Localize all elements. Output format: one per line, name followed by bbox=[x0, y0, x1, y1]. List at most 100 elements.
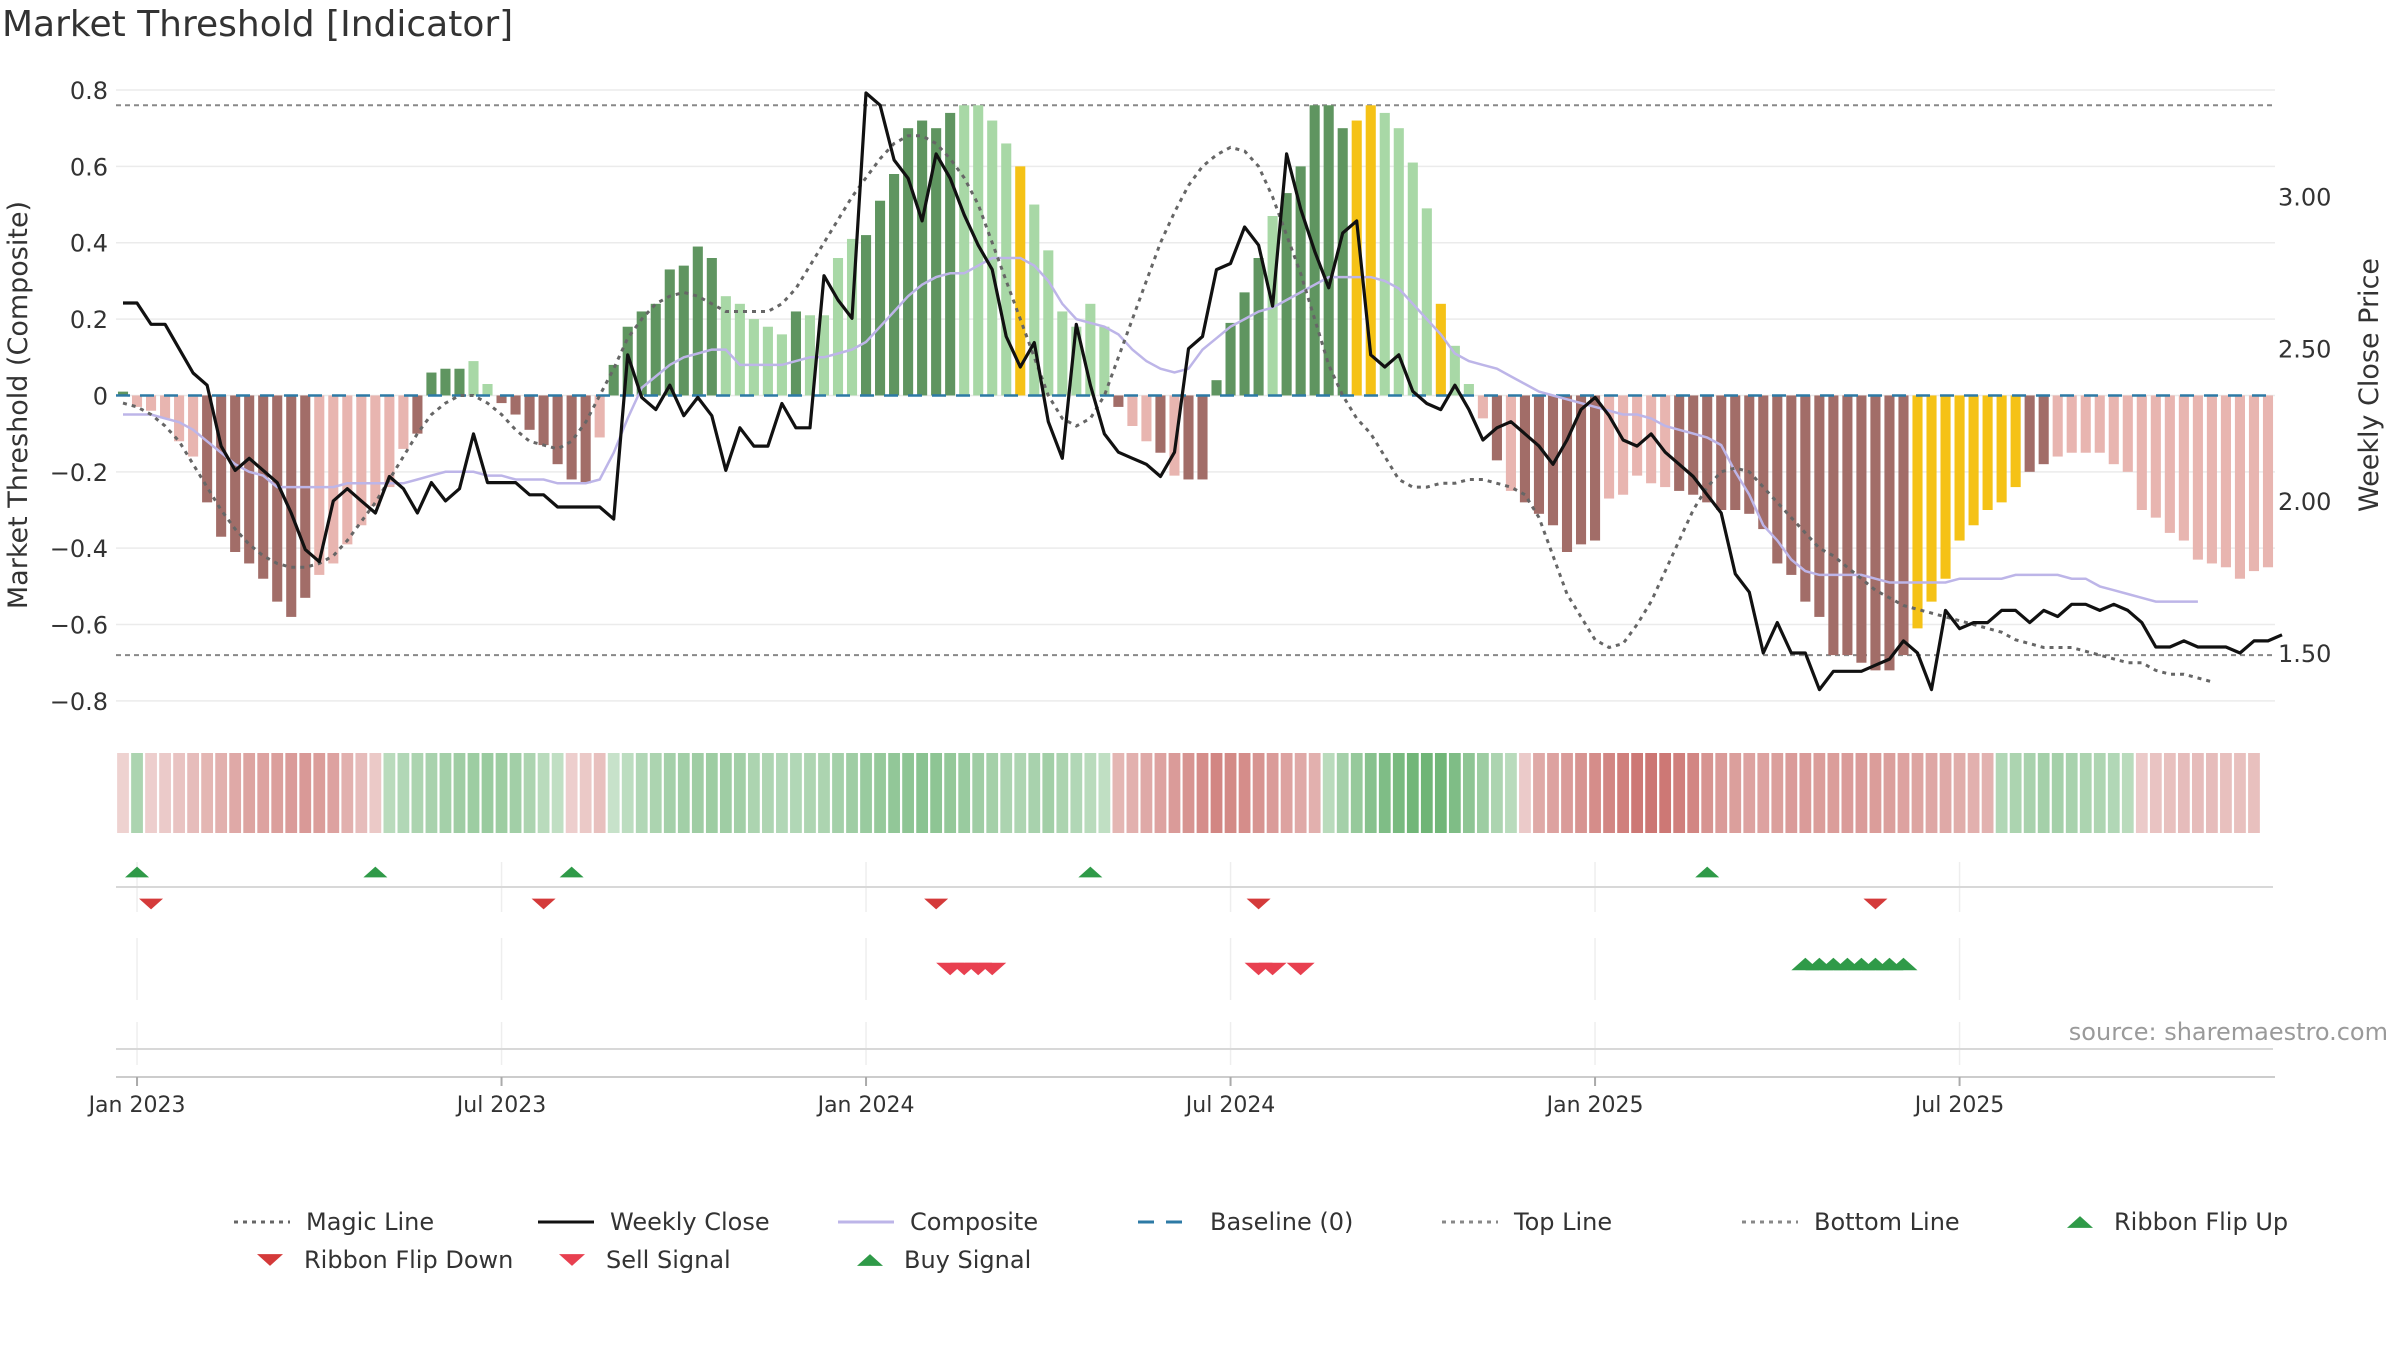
histogram-bar bbox=[1379, 112, 1390, 396]
histogram-bar bbox=[762, 326, 773, 396]
legend-marker-icon bbox=[559, 1254, 585, 1266]
ribbon-cell bbox=[860, 753, 872, 833]
histogram-bar bbox=[1590, 395, 1601, 541]
histogram-bar bbox=[244, 395, 255, 564]
histogram-bar bbox=[706, 258, 717, 396]
ribbon-cell bbox=[369, 753, 382, 833]
histogram-bar bbox=[860, 235, 872, 396]
ribbon-cell bbox=[2248, 753, 2260, 833]
y-tick-label: −0.8 bbox=[50, 688, 108, 716]
ribbon-cell bbox=[1911, 753, 1924, 833]
histogram-bar bbox=[1618, 395, 1629, 495]
histogram-bar bbox=[1253, 258, 1264, 396]
histogram-bar bbox=[2052, 395, 2063, 457]
ribbon-cell bbox=[888, 753, 900, 833]
histogram-bar bbox=[1674, 395, 1685, 491]
histogram-bar bbox=[468, 361, 479, 396]
histogram-bar bbox=[482, 384, 493, 396]
ribbon-cell bbox=[1084, 753, 1097, 833]
histogram-bar bbox=[1646, 395, 1657, 484]
histogram-bar bbox=[2066, 395, 2077, 453]
legend-item: Bottom Line bbox=[1740, 1208, 1960, 1236]
ribbon-cell bbox=[341, 753, 354, 833]
ribbon-cell bbox=[1448, 753, 1461, 833]
ribbon-cell bbox=[1687, 753, 1700, 833]
histogram-bar bbox=[1870, 395, 1881, 671]
ribbon-flip-down-marker bbox=[531, 898, 556, 910]
ribbon-cell bbox=[972, 753, 985, 833]
ribbon-cell bbox=[1995, 753, 2008, 833]
histogram-bar bbox=[1295, 166, 1306, 396]
ribbon-cell bbox=[691, 753, 704, 833]
histogram-bar bbox=[931, 128, 942, 396]
ribbon-cell bbox=[733, 753, 746, 833]
legend-marker-icon bbox=[857, 1254, 883, 1266]
magic-line bbox=[122, 134, 2213, 684]
weekly-close-line bbox=[123, 91, 2283, 692]
ribbon-cell bbox=[1505, 753, 1517, 833]
histogram-bar bbox=[1029, 204, 1040, 396]
histogram-bar bbox=[1393, 128, 1404, 396]
ribbon-cell bbox=[509, 753, 522, 833]
ribbon-cell bbox=[1294, 753, 1307, 833]
ribbon-cell bbox=[2121, 753, 2134, 833]
ribbon-cell bbox=[1434, 753, 1447, 833]
histogram-bar bbox=[131, 395, 143, 407]
histogram-bar bbox=[1057, 311, 1068, 396]
histogram-bar bbox=[370, 395, 381, 507]
histogram-bar bbox=[188, 395, 199, 457]
ribbon-cell bbox=[1154, 753, 1167, 833]
y-tick-label: 0.6 bbox=[70, 153, 108, 181]
chart-canvas: 0.8 0.6 0.4 0.2 0 −0.2 −0.4 −0.6 −0.8 3.00 2.50 2.0… bbox=[3, 77, 2385, 1118]
histogram-bar bbox=[2178, 395, 2189, 541]
ribbon-cell bbox=[930, 753, 943, 833]
legend-label: Weekly Close bbox=[610, 1208, 770, 1236]
histogram-bar bbox=[1113, 395, 1124, 407]
histogram-bar bbox=[734, 303, 745, 396]
ribbon-cell bbox=[1841, 753, 1854, 833]
ribbon-cell bbox=[1392, 753, 1405, 833]
ribbon-cell bbox=[1701, 753, 1714, 833]
ribbon-cell bbox=[243, 753, 256, 833]
histogram-bar bbox=[2122, 395, 2133, 472]
ribbon-cell bbox=[1925, 753, 1938, 833]
ribbon-cell bbox=[1042, 753, 1055, 833]
ribbon-cell bbox=[1631, 753, 1644, 833]
histogram-bar bbox=[692, 246, 703, 396]
histogram-bar bbox=[230, 395, 241, 552]
ribbon-cell bbox=[1953, 753, 1966, 833]
histogram-bar bbox=[426, 372, 437, 396]
ribbon-cell bbox=[1617, 753, 1629, 833]
ribbon-cell bbox=[1855, 753, 1868, 833]
histogram-bar bbox=[1015, 166, 1026, 396]
histogram-bar bbox=[1688, 395, 1699, 495]
histogram-bar bbox=[1940, 395, 1951, 579]
ribbon-cell bbox=[776, 753, 788, 833]
ribbon-cell bbox=[747, 753, 760, 833]
histogram-bar bbox=[608, 364, 619, 396]
histogram-bar bbox=[903, 128, 914, 396]
ribbon-cell bbox=[1238, 753, 1251, 833]
ribbon-cell bbox=[1266, 753, 1279, 833]
ribbon-cell bbox=[2079, 753, 2092, 833]
ribbon-cell bbox=[635, 753, 648, 833]
sell-signal-marker bbox=[1286, 962, 1315, 976]
ribbon-cell bbox=[986, 753, 999, 833]
ribbon-cell bbox=[425, 753, 438, 833]
histogram-bar bbox=[538, 395, 549, 446]
histogram-bar bbox=[1211, 380, 1222, 396]
ribbon-cell bbox=[944, 753, 957, 833]
histogram-bar bbox=[889, 174, 900, 396]
y-tick-label: 0.4 bbox=[70, 230, 108, 258]
ribbon-flip-up-marker bbox=[1078, 866, 1103, 878]
legend-marker-icon bbox=[2067, 1216, 2093, 1228]
series-lines bbox=[116, 91, 2283, 692]
ribbon-cell bbox=[1939, 753, 1952, 833]
ribbon-cell bbox=[1350, 753, 1363, 833]
buy-signal-marker bbox=[1889, 957, 1918, 971]
ribbon-cell bbox=[1659, 753, 1672, 833]
histogram-bar bbox=[552, 395, 563, 465]
threshold-lines bbox=[116, 104, 2275, 657]
ribbon-cell bbox=[1126, 753, 1139, 833]
histogram-bar bbox=[2136, 395, 2147, 510]
